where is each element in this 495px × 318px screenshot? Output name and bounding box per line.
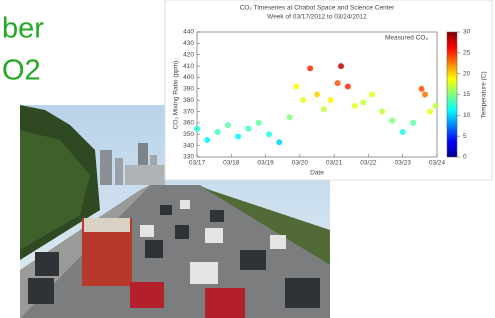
colorbar-label: Temperature (C) [481, 71, 488, 118]
data-point [410, 120, 416, 126]
data-point [204, 137, 210, 143]
colorbar-tick-label: 0 [463, 154, 467, 161]
chart-background [165, 0, 492, 180]
data-point [369, 92, 375, 98]
colorbar-tick-label: 5 [463, 133, 467, 140]
data-point [335, 80, 341, 86]
slide-text: ber [2, 13, 44, 45]
x-tick-label: 03/22 [360, 160, 377, 167]
data-point [321, 106, 327, 112]
data-point [235, 134, 241, 140]
data-point [287, 114, 293, 120]
y-tick-label: 350 [183, 131, 194, 138]
y-tick-label: 360 [183, 120, 194, 127]
data-point [276, 139, 282, 145]
data-point [432, 103, 438, 109]
data-point [379, 109, 385, 115]
colorbar-tick-label: 10 [463, 112, 471, 119]
data-point [225, 122, 231, 128]
data-point [215, 129, 221, 135]
x-tick-label: 03/21 [326, 160, 343, 167]
data-point [314, 92, 320, 98]
data-point [256, 120, 262, 126]
data-point [328, 97, 334, 103]
data-point [338, 63, 344, 69]
chart-title: CO₂ Timeseries at Chabot Space and Scien… [240, 5, 395, 12]
y-tick-label: 400 [183, 74, 194, 81]
colorbar-tick-label: 30 [463, 29, 471, 36]
y-tick-label: 340 [183, 142, 194, 149]
legend-label: Measured CO₂ [385, 35, 428, 42]
data-point [300, 97, 306, 103]
data-point [419, 86, 425, 92]
data-point [427, 109, 433, 115]
y-tick-label: 430 [183, 40, 194, 47]
data-point [194, 126, 200, 132]
x-tick-label: 03/19 [257, 160, 274, 167]
x-axis-label: Date [310, 170, 324, 177]
data-point [352, 103, 358, 109]
data-point [422, 92, 428, 98]
y-tick-label: 440 [183, 29, 194, 36]
x-tick-label: 03/20 [292, 160, 309, 167]
colorbar-tick-label: 20 [463, 70, 471, 77]
colorbar-tick-label: 25 [463, 50, 471, 57]
data-point [345, 84, 351, 90]
data-point [360, 99, 366, 105]
colorbar [447, 32, 457, 157]
y-tick-label: 410 [183, 63, 194, 70]
x-tick-label: 03/23 [395, 160, 412, 167]
y-tick-label: 380 [183, 97, 194, 104]
y-tick-label: 370 [183, 108, 194, 115]
slide: ber O2 CO₂ Timeseries at Chabot Space an… [0, 0, 495, 318]
data-point [307, 65, 313, 71]
data-point [266, 131, 272, 137]
data-point [293, 84, 299, 90]
colorbar-tick-label: 15 [463, 91, 471, 98]
y-tick-label: 390 [183, 86, 194, 93]
data-point [400, 129, 406, 135]
x-tick-label: 03/18 [223, 160, 240, 167]
y-tick-label: 420 [183, 51, 194, 58]
data-point [245, 126, 251, 132]
data-point [389, 118, 395, 124]
chart-subtitle: Week of 03/17/2012 to 03/24/2012 [267, 14, 367, 21]
y-axis-label: CO₂ Mixing Ratio (ppm) [173, 61, 180, 130]
x-tick-label: 03/17 [189, 160, 206, 167]
slide-text: O2 [2, 55, 41, 87]
x-tick-label: 03/24 [429, 160, 446, 167]
